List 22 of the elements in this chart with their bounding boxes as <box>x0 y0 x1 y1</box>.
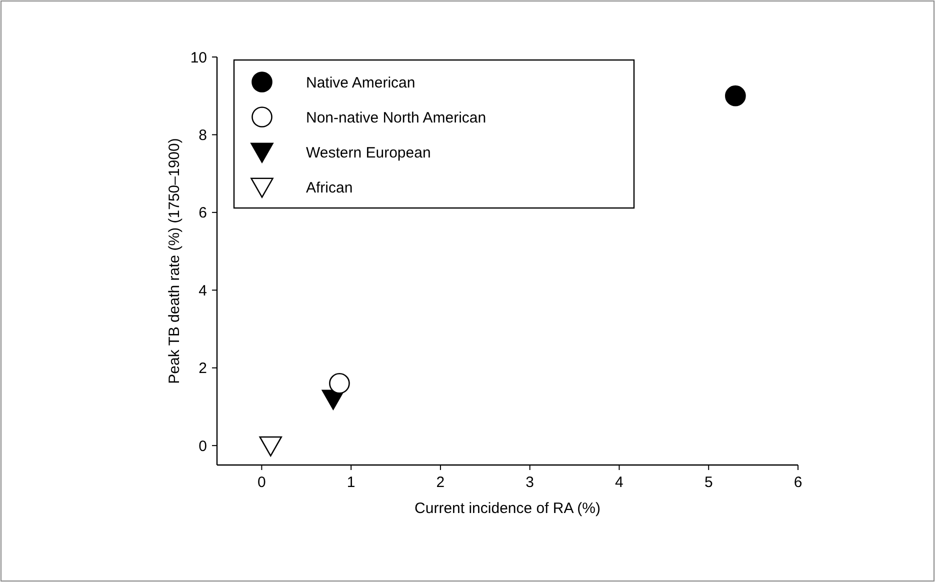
legend-label: Native American <box>306 74 416 92</box>
x-tick-label: 0 <box>258 474 266 491</box>
legend-label: Western European <box>306 144 431 162</box>
y-tick-label: 6 <box>198 204 207 222</box>
x-tick-label: 6 <box>794 474 802 491</box>
x-tick-label: 1 <box>346 474 356 491</box>
point <box>329 372 350 394</box>
x-tick-label: 2 <box>436 474 445 491</box>
y-tick-label: 2 <box>198 360 207 378</box>
point <box>259 436 282 456</box>
y-tick-label: 4 <box>198 282 207 300</box>
y-tick-label: 8 <box>198 126 207 144</box>
legend-label: Non-native North American <box>306 109 486 126</box>
point <box>725 85 746 106</box>
x-tick-label: 5 <box>704 474 713 491</box>
legend-label: African <box>306 179 353 196</box>
y-tick-label: 10 <box>190 49 207 66</box>
x-axis-title: Current incidence of RA (%) <box>414 500 600 517</box>
y-axis-title: Peak TB death rate (%) (1750–1900) <box>166 138 183 384</box>
x-tick-label: 4 <box>615 474 624 491</box>
y-tick-label: 0 <box>198 438 207 455</box>
x-tick-label: 3 <box>526 474 534 491</box>
